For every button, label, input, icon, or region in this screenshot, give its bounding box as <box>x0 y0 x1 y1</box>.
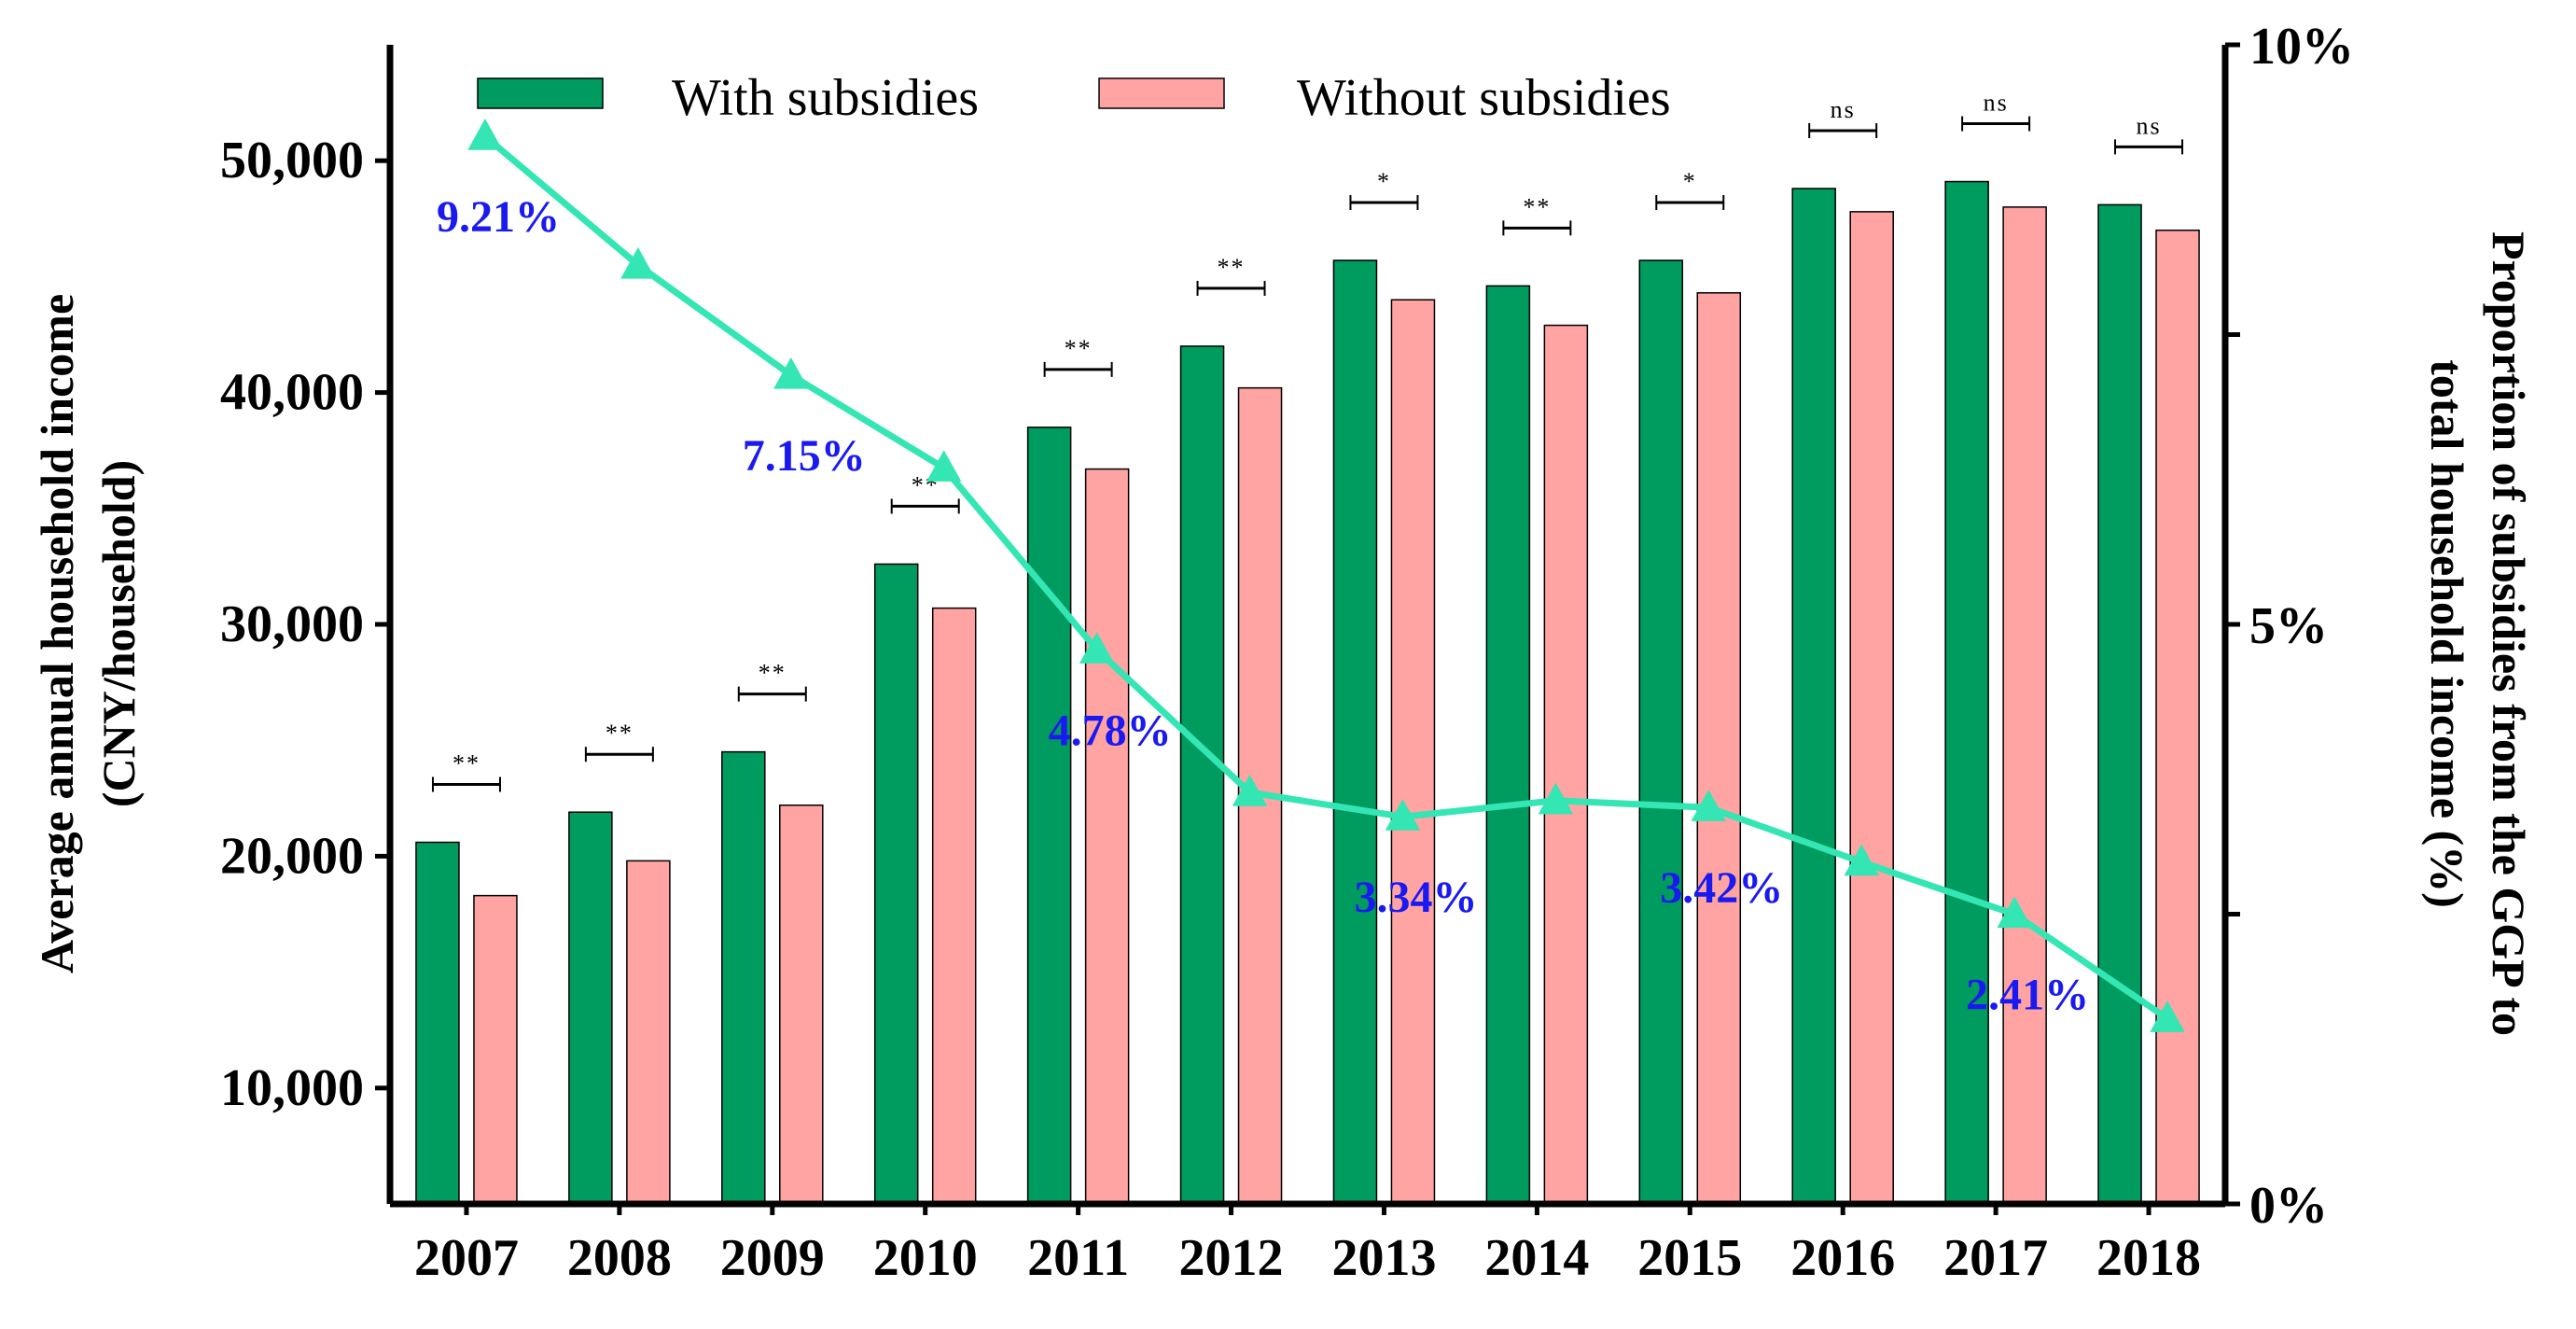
legend-label-without-subsidies: Without subsidies <box>1297 69 1671 127</box>
bar-without-subsidies <box>1084 468 1130 1205</box>
x-tick-label: 2008 <box>567 1229 672 1287</box>
bar-with-subsidies <box>1638 259 1684 1205</box>
legend-swatch-with-subsidies <box>477 77 604 109</box>
line-point-marker <box>1691 790 1726 821</box>
bar-without-subsidies <box>2155 229 2200 1205</box>
bar-with-subsidies <box>1026 427 1072 1205</box>
line-point-marker <box>2150 1000 2185 1032</box>
y-axis-title: Average annual household income (CNY/hous… <box>31 294 145 973</box>
line-data-label: 7.15% <box>743 431 866 481</box>
significance-label: ** <box>453 749 480 776</box>
significance-label: ns <box>1984 90 2009 117</box>
line-point-marker <box>1232 775 1268 806</box>
significance-label: ** <box>1523 193 1551 220</box>
bar-with-subsidies <box>873 563 919 1205</box>
bar-without-subsidies <box>931 607 977 1205</box>
line-point-marker <box>1079 632 1115 664</box>
x-tick-label: 2015 <box>1637 1229 1742 1287</box>
y-tick-label: 50,000 <box>220 132 364 189</box>
x-tick-label: 2017 <box>1943 1229 2048 1287</box>
x-tick-label: 2011 <box>1027 1229 1129 1287</box>
line-point-marker <box>467 119 503 150</box>
bar-with-subsidies <box>1179 345 1225 1205</box>
bar-without-subsidies <box>779 804 824 1205</box>
y2-tick-label: 10% <box>2249 18 2354 76</box>
bar-without-subsidies <box>626 860 671 1205</box>
line-data-label: 9.21% <box>437 192 560 242</box>
y2-tick-label: 0% <box>2249 1177 2328 1235</box>
x-tick-label: 2012 <box>1179 1229 1284 1287</box>
line-point-marker <box>1538 782 1574 815</box>
y2-axis-title-line: total household income (%) <box>2421 359 2473 908</box>
x-tick-label: 2007 <box>414 1229 519 1287</box>
bar-without-subsidies <box>1543 324 1589 1205</box>
y-tick-label: 40,000 <box>220 364 364 422</box>
bar-without-subsidies <box>1696 292 1742 1205</box>
bar-with-subsidies <box>415 841 460 1205</box>
line-data-label: 2.41% <box>1966 971 2089 1020</box>
bar-without-subsidies <box>1849 211 1894 1205</box>
x-tick-label: 2018 <box>2096 1229 2201 1287</box>
line-data-label: 4.78% <box>1049 706 1172 755</box>
y-tick-label: 10,000 <box>220 1059 364 1117</box>
x-tick-label: 2016 <box>1790 1229 1895 1287</box>
significance-label: ns <box>1831 96 1856 123</box>
bar-with-subsidies <box>568 811 613 1205</box>
line-point-marker <box>1844 844 1879 876</box>
legend-swatch-without-subsidies <box>1098 77 1225 109</box>
line-data-label: 3.42% <box>1660 863 1783 913</box>
significance-label: * <box>1377 168 1391 195</box>
line-point-marker <box>773 357 809 389</box>
bar-without-subsidies <box>1390 299 1436 1205</box>
bar-with-subsidies <box>2097 203 2142 1205</box>
y2-axis-title: Proportion of subsidies from the GGP tot… <box>2421 231 2535 1036</box>
x-tick-label: 2009 <box>720 1229 825 1287</box>
legend-label-with-subsidies: With subsidies <box>672 69 979 127</box>
bar-with-subsidies <box>1485 285 1531 1205</box>
y2-axis-title-line: Proportion of subsidies from the GGP to <box>2483 231 2535 1036</box>
bar-with-subsidies <box>1944 180 1989 1205</box>
x-tick-label: 2010 <box>873 1229 978 1287</box>
bar-with-subsidies <box>1332 259 1378 1205</box>
significance-label: ** <box>759 660 787 687</box>
y2-tick-label: 5% <box>2249 597 2328 655</box>
significance-label: ** <box>1065 335 1093 362</box>
bar-with-subsidies <box>721 750 766 1205</box>
y-tick-label: 20,000 <box>220 827 364 885</box>
y-tick-label: 30,000 <box>220 595 364 653</box>
bar-without-subsidies <box>473 894 518 1205</box>
significance-label: ** <box>1218 254 1246 281</box>
bar-with-subsidies <box>1791 188 1836 1205</box>
bar-without-subsidies <box>2002 206 2047 1205</box>
significance-label: * <box>1683 168 1697 195</box>
significance-label: ** <box>606 720 634 747</box>
line-point-marker <box>1997 896 2032 929</box>
x-tick-label: 2014 <box>1484 1229 1589 1287</box>
y-axis-title-line: Average annual household income <box>31 294 83 973</box>
subsidy-proportion-line <box>482 133 2170 1022</box>
line-data-label: 3.34% <box>1354 873 1477 922</box>
x-tick-label: 2013 <box>1331 1229 1436 1287</box>
line-point-marker <box>620 246 656 279</box>
y-axis-title-line: (CNY/household) <box>92 460 145 807</box>
line-point-marker <box>1385 799 1421 831</box>
significance-label: ns <box>2136 112 2161 139</box>
line-point-marker <box>926 450 962 482</box>
